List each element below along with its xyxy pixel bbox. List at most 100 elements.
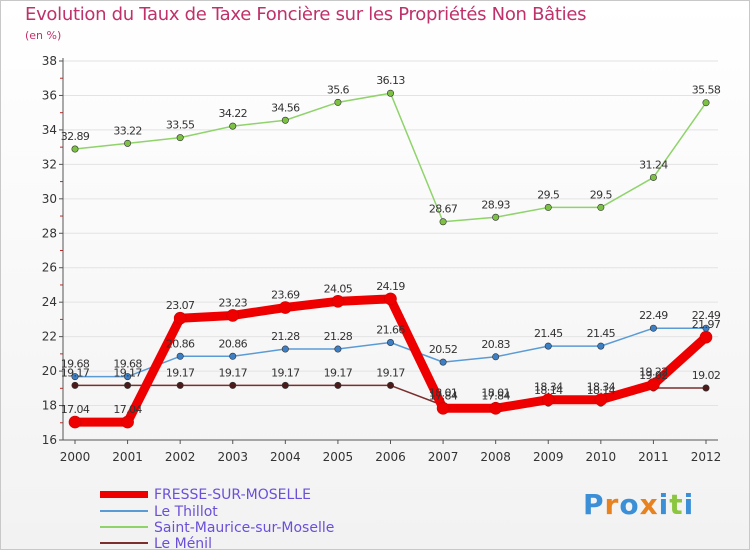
data-point — [699, 330, 713, 344]
data-point — [281, 345, 289, 353]
data-point — [331, 295, 345, 308]
data-point — [229, 381, 237, 389]
data-point — [386, 338, 394, 346]
data-point — [439, 358, 447, 366]
data-label: 28.93 — [481, 198, 510, 211]
data-label: 20.52 — [429, 343, 458, 356]
data-label: 21.97 — [692, 318, 721, 331]
data-label: 22.49 — [692, 309, 721, 322]
data-label: 20.86 — [219, 337, 248, 350]
data-point — [544, 342, 552, 350]
data-label: 34.22 — [219, 107, 248, 120]
data-label: 21.28 — [271, 330, 300, 343]
data-label: 28.67 — [429, 203, 458, 216]
data-point — [384, 292, 397, 306]
data-point — [281, 381, 289, 389]
data-point — [492, 213, 500, 221]
data-point — [334, 381, 342, 389]
data-label: 17.84 — [429, 389, 458, 402]
logo-letter: x — [639, 488, 659, 521]
data-point — [71, 381, 79, 389]
data-point — [229, 352, 237, 360]
data-label: 19.17 — [166, 366, 195, 379]
series-line-2 — [74, 92, 707, 223]
data-point — [281, 116, 289, 124]
data-label: 18.14 — [587, 384, 616, 397]
legend-label: Le Ménil — [154, 536, 212, 552]
y-tick-label: 18 — [42, 399, 57, 413]
data-point — [124, 373, 132, 381]
data-label: 19.22 — [639, 366, 668, 379]
data-label: 19.17 — [61, 366, 90, 379]
data-label: 21.45 — [587, 327, 616, 340]
data-point — [176, 381, 184, 389]
data-label: 33.55 — [166, 119, 195, 132]
data-label: 21.28 — [324, 330, 353, 343]
data-point — [541, 393, 555, 406]
data-label: 23.23 — [219, 296, 248, 309]
data-point — [173, 311, 187, 325]
data-label: 24.19 — [376, 280, 405, 293]
x-tick-label: 2002 — [165, 450, 196, 464]
data-label: 18.01 — [429, 386, 458, 399]
data-label: 18.34 — [534, 381, 563, 394]
data-label: 19.02 — [639, 369, 668, 382]
data-label: 29.5 — [590, 188, 613, 201]
data-point — [124, 381, 132, 389]
x-tick-label: 2006 — [375, 450, 406, 464]
data-point — [71, 373, 79, 381]
data-point — [436, 402, 450, 415]
data-label: 20.83 — [481, 338, 510, 351]
series-points — [68, 89, 713, 429]
data-label: 19.17 — [113, 366, 142, 379]
data-point — [279, 301, 292, 314]
legend-swatch — [100, 491, 148, 498]
data-label: 34.56 — [271, 101, 300, 114]
data-point — [492, 353, 500, 361]
logo-letter: r — [604, 488, 620, 521]
axes: 16 18 20 22 24 26 28 30 32 34 36 38 2000 2001 2002 2003… — [42, 54, 722, 464]
data-label: 18.14 — [534, 384, 563, 397]
data-point — [544, 203, 552, 211]
data-point — [334, 98, 342, 106]
x-tick-label: 2001 — [112, 450, 143, 464]
y-tick-label: 24 — [42, 295, 57, 309]
y-tick-label: 36 — [42, 88, 57, 102]
data-point — [176, 134, 184, 142]
data-label: 24.05 — [324, 282, 353, 295]
chart-title: Evolution du Taux de Taxe Foncière sur l… — [25, 4, 587, 25]
x-tick-label: 2008 — [480, 450, 511, 464]
y-tick-label: 38 — [42, 54, 57, 68]
legend-label: Le Thillot — [154, 504, 218, 520]
x-tick-label: 2011 — [638, 450, 669, 464]
y-tick-label: 22 — [42, 330, 57, 344]
data-label: 19.17 — [324, 366, 353, 379]
data-point — [649, 324, 657, 332]
data-label: 19.17 — [219, 366, 248, 379]
data-point — [386, 89, 394, 97]
data-labels: 17.04 17.04 23.07 23.23 23.69 24.05 24.19 17.84… — [61, 74, 722, 416]
x-tick-label: 2007 — [428, 450, 459, 464]
x-tick-label: 2005 — [323, 450, 354, 464]
data-label: 22.49 — [639, 309, 668, 322]
data-point — [597, 203, 605, 211]
y-tick-label: 16 — [42, 433, 57, 447]
data-label: 19.17 — [376, 366, 405, 379]
data-label: 19.02 — [692, 369, 721, 382]
data-point — [229, 122, 237, 130]
logo-letter: P — [583, 488, 605, 521]
data-point — [71, 145, 79, 153]
data-point — [594, 393, 608, 406]
data-label: 21.66 — [376, 323, 405, 336]
logo-letter: o — [619, 488, 640, 521]
data-label: 36.13 — [376, 74, 405, 87]
x-tick-label: 2000 — [60, 450, 91, 464]
data-point — [702, 384, 710, 392]
data-point — [489, 402, 502, 415]
data-label: 19.68 — [113, 358, 142, 371]
data-point — [647, 378, 660, 391]
data-label: 18.01 — [481, 386, 510, 399]
data-label: 19.17 — [271, 366, 300, 379]
data-label: 17.84 — [481, 389, 510, 402]
